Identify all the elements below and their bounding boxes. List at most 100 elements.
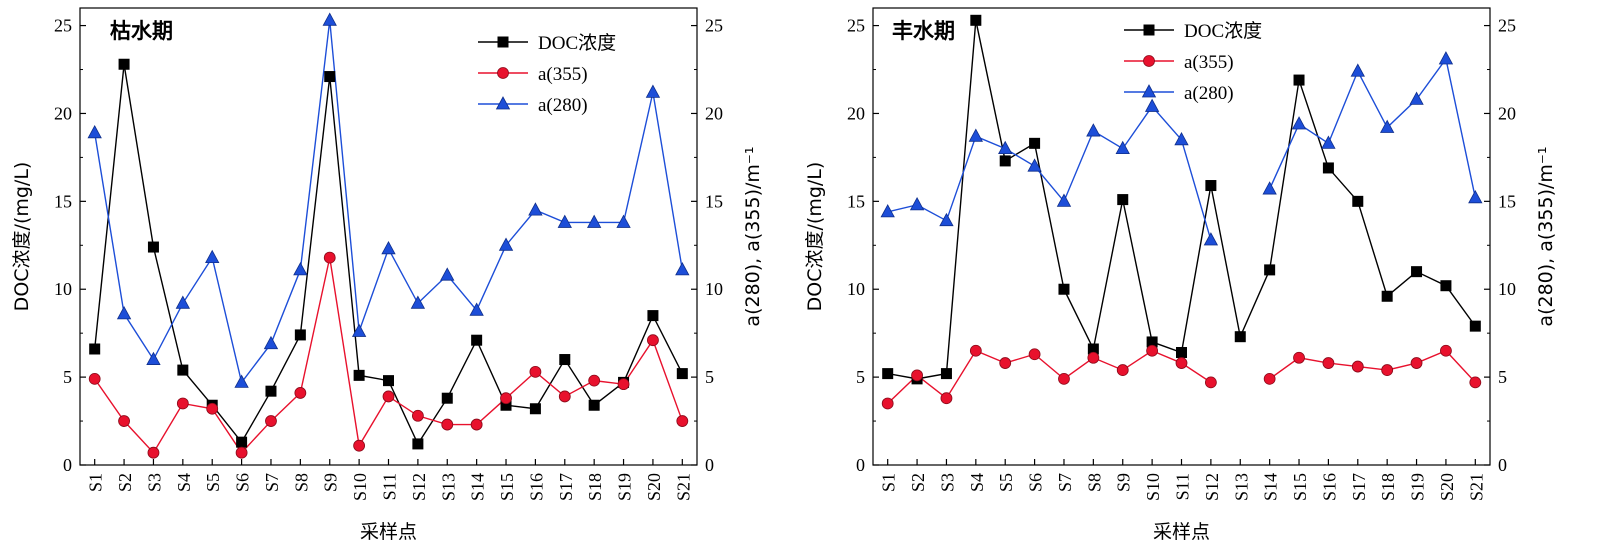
data-point xyxy=(441,392,453,404)
data-point xyxy=(1175,357,1188,369)
data-point xyxy=(1440,280,1452,292)
series-1 xyxy=(887,20,1476,380)
x-tick-label: S15 xyxy=(1290,473,1310,501)
data-point xyxy=(1379,119,1395,133)
data-point xyxy=(263,335,279,350)
y-right-tick-label: 10 xyxy=(705,279,723,299)
data-point xyxy=(470,418,483,431)
data-point xyxy=(939,212,954,227)
y-left-tick-label: 15 xyxy=(54,191,72,211)
data-point xyxy=(1058,372,1070,385)
legend-label: DOC浓度 xyxy=(538,32,616,54)
y-left-tick-label: 25 xyxy=(847,16,865,36)
data-point xyxy=(382,390,395,403)
x-tick-label: S17 xyxy=(1349,473,1369,501)
data-point xyxy=(529,403,541,415)
x-tick-label: S9 xyxy=(1114,473,1134,492)
series-line xyxy=(887,349,1212,404)
y-right-tick-label: 10 xyxy=(1498,279,1516,299)
data-point xyxy=(588,374,601,387)
data-point xyxy=(528,202,543,216)
x-tick-label: S1 xyxy=(86,473,106,492)
data-point xyxy=(177,364,189,376)
data-point xyxy=(353,439,366,452)
x-tick-label: S19 xyxy=(1408,473,1428,501)
data-point xyxy=(676,368,688,380)
series-markers-2 xyxy=(88,251,689,459)
data-point xyxy=(118,58,130,70)
data-point xyxy=(1056,193,1072,207)
data-point xyxy=(1409,91,1424,105)
y-right-tick-label: 15 xyxy=(705,191,723,211)
x-tick-label: S4 xyxy=(174,473,194,492)
data-point xyxy=(87,124,102,139)
series-line xyxy=(887,105,1212,241)
data-point xyxy=(1204,376,1217,389)
series-2 xyxy=(94,257,683,454)
y-right-tick-label: 15 xyxy=(1498,191,1516,211)
x-tick-label: S10 xyxy=(350,473,370,501)
data-point xyxy=(882,368,894,380)
data-point xyxy=(294,387,307,399)
x-tick-label: S2 xyxy=(115,473,135,492)
y-left-tick-label: 10 xyxy=(54,279,72,299)
panel-title: 枯水期 xyxy=(110,19,173,43)
y-left-tick-label: 0 xyxy=(63,455,72,475)
x-tick-label: S8 xyxy=(291,473,311,492)
data-point xyxy=(1351,360,1364,373)
data-point xyxy=(675,262,690,276)
data-point xyxy=(469,302,484,316)
x-tick-label: S2 xyxy=(908,473,928,492)
data-point xyxy=(411,409,424,422)
data-point xyxy=(383,375,394,387)
x-tick-label: S17 xyxy=(556,473,576,501)
y-right-tick-label: 0 xyxy=(705,455,714,475)
data-point xyxy=(440,267,455,281)
data-point xyxy=(498,237,514,251)
data-point xyxy=(940,392,953,405)
data-point xyxy=(1440,344,1452,357)
data-point xyxy=(206,402,219,415)
data-point xyxy=(676,415,689,427)
x-tick-label: S12 xyxy=(1202,473,1222,501)
y-left-tick-label: 20 xyxy=(847,103,865,123)
data-point xyxy=(116,305,132,320)
y-left-tick-label: 25 xyxy=(54,16,72,36)
x-tick-label: S9 xyxy=(321,473,341,492)
legend-marker xyxy=(497,67,509,79)
data-point xyxy=(471,334,483,346)
data-point xyxy=(911,369,923,382)
data-point xyxy=(969,344,982,357)
legend-label: a(280) xyxy=(1184,83,1234,104)
legend-marker xyxy=(1141,84,1157,98)
data-point xyxy=(1028,348,1041,361)
data-point xyxy=(557,214,572,228)
data-point xyxy=(1322,162,1334,174)
data-point xyxy=(970,14,982,26)
data-point xyxy=(1321,135,1336,149)
data-point xyxy=(999,155,1011,167)
data-point xyxy=(881,397,894,410)
y-left-axis-title: DOC浓度/(mg/L) xyxy=(11,162,33,312)
panel-title: 丰水期 xyxy=(892,19,955,43)
data-point xyxy=(1469,320,1481,332)
x-tick-label: S19 xyxy=(615,473,635,501)
data-point xyxy=(236,436,248,448)
y-left-tick-label: 5 xyxy=(63,367,72,387)
series-line xyxy=(93,20,684,384)
x-tick-label: S21 xyxy=(1466,473,1486,501)
x-tick-label: S7 xyxy=(262,473,282,492)
legend-marker xyxy=(495,96,511,110)
data-point xyxy=(118,415,130,427)
data-point xyxy=(353,369,365,381)
data-point xyxy=(1264,264,1276,276)
x-tick-label: S3 xyxy=(937,473,957,492)
x-tick-label: S6 xyxy=(233,473,253,492)
data-point xyxy=(940,368,952,380)
x-tick-label: S14 xyxy=(1261,473,1281,501)
data-point xyxy=(265,385,277,397)
data-point xyxy=(1027,158,1042,172)
y-right-tick-label: 20 xyxy=(705,103,723,123)
y-left-tick-label: 15 xyxy=(847,191,865,211)
data-point xyxy=(147,241,159,253)
